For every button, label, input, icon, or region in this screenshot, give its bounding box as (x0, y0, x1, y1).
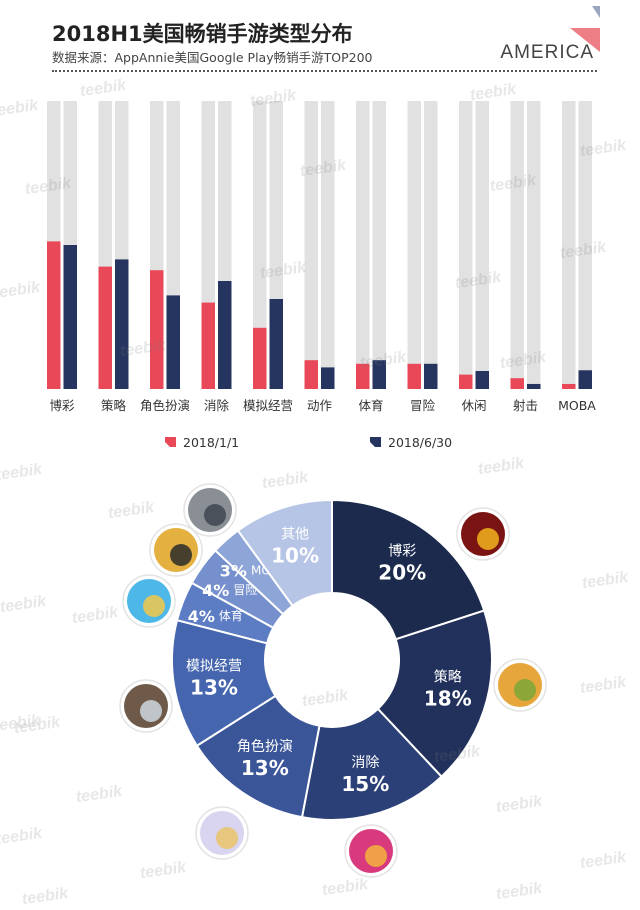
slice-label: 博彩 (388, 542, 416, 559)
slice-value: 4% (202, 581, 229, 600)
slice-value: 20% (378, 560, 426, 584)
anime-game-icon (195, 806, 249, 860)
bar-jan-10 (562, 383, 576, 389)
slice-label: 消除 (351, 755, 379, 771)
robot-game-icon (183, 483, 237, 537)
bar-jun-6 (372, 360, 386, 389)
bar-track (527, 101, 541, 389)
page-title: 2018H1美国畅销手游类型分布 (52, 22, 353, 46)
bar-track (321, 101, 335, 389)
donut-slice-0 (331, 498, 486, 641)
slice-value: 13% (190, 676, 238, 700)
slice-value: 15% (341, 772, 389, 796)
bar-jan-7 (407, 363, 421, 389)
bar-jun-2 (166, 295, 180, 389)
bar-jun-3 (218, 281, 232, 389)
bar-track (424, 101, 438, 389)
bar-jun-5 (321, 367, 335, 389)
legend-swatch (165, 437, 176, 447)
bar-jan-4 (253, 327, 267, 389)
bar-jun-10 (578, 370, 592, 389)
donut-slice-8 (236, 498, 333, 608)
slice-value: 4% (188, 607, 215, 626)
category-label: 休闲 (461, 398, 486, 413)
bar-jan-6 (356, 363, 370, 389)
home-game-icon (119, 679, 173, 733)
header-divider (52, 70, 597, 72)
clash-game-icon (493, 658, 547, 712)
bar-track (510, 101, 524, 389)
bar-jan-0 (47, 241, 61, 389)
bar-track (356, 101, 370, 389)
slice-label: 策略 (434, 669, 462, 686)
casino-game-icon (456, 507, 510, 561)
bar-jun-0 (63, 245, 77, 389)
data-source: 数据来源：AppAnnie美国Google Play畅销手游TOP200 (52, 50, 373, 65)
category-label: 体育 (358, 398, 383, 413)
bar-jan-2 (150, 270, 164, 389)
category-label: 策略 (101, 398, 127, 413)
bar-jan-1 (98, 266, 112, 389)
donut-slice-1 (376, 609, 493, 779)
bar-jun-1 (115, 259, 129, 389)
bar-jan-5 (304, 360, 318, 389)
legend-label: 2018/6/30 (388, 435, 452, 450)
bar-track (304, 101, 318, 389)
bar-track (562, 101, 576, 389)
donut-slice-2 (300, 707, 443, 821)
category-label: 射击 (513, 398, 538, 413)
corner-triangle-icon (570, 6, 600, 52)
bar-track (475, 101, 489, 389)
bar-jan-9 (510, 378, 524, 389)
slice-label: 模拟经营 (186, 659, 242, 675)
donut-chart: 博彩20%策略18%消除15%角色扮演13%模拟经营13%4%体育4%冒险3%M… (171, 498, 493, 821)
bar-track (407, 101, 421, 389)
slice-value: 3% (220, 561, 247, 580)
kingdom-game-icon (122, 574, 176, 628)
slice-value: 13% (241, 756, 289, 780)
slice-value: 10% (271, 543, 319, 567)
bar-chart: 博彩 策略 角色扮演 消除 模拟经营 动作 体育 冒险 休闲 射击 MOBA (47, 101, 596, 413)
region-label: AMERICA (500, 42, 594, 63)
legend-swatch (370, 437, 381, 447)
bar-track (372, 101, 386, 389)
slice-label: 其他 (281, 526, 309, 542)
category-label: 冒险 (410, 398, 436, 413)
bar-jun-7 (424, 363, 438, 389)
bar-track (253, 101, 267, 389)
slice-label: 体育 (219, 608, 243, 623)
slice-value: 18% (424, 687, 472, 711)
bar-chart-legend: 2018/1/1 2018/6/30 (165, 435, 452, 450)
category-label: 动作 (307, 398, 333, 413)
category-label: 博彩 (49, 398, 75, 413)
bar-jan-8 (459, 374, 473, 389)
legend-label: 2018/1/1 (183, 435, 239, 450)
bar-track (459, 101, 473, 389)
bar-jun-4 (269, 299, 283, 389)
bar-jan-3 (201, 302, 215, 389)
category-label: 模拟经营 (243, 398, 293, 413)
bar-track (578, 101, 592, 389)
bar-jun-8 (475, 371, 489, 389)
candy-game-icon (344, 824, 398, 878)
roblox-game-icon (149, 523, 203, 577)
category-label: MOBA (558, 398, 596, 413)
bar-jun-9 (527, 383, 541, 389)
game-icons (119, 483, 547, 878)
category-label: 消除 (204, 398, 230, 413)
category-label: 角色扮演 (140, 398, 190, 413)
slice-label: 角色扮演 (237, 738, 293, 755)
